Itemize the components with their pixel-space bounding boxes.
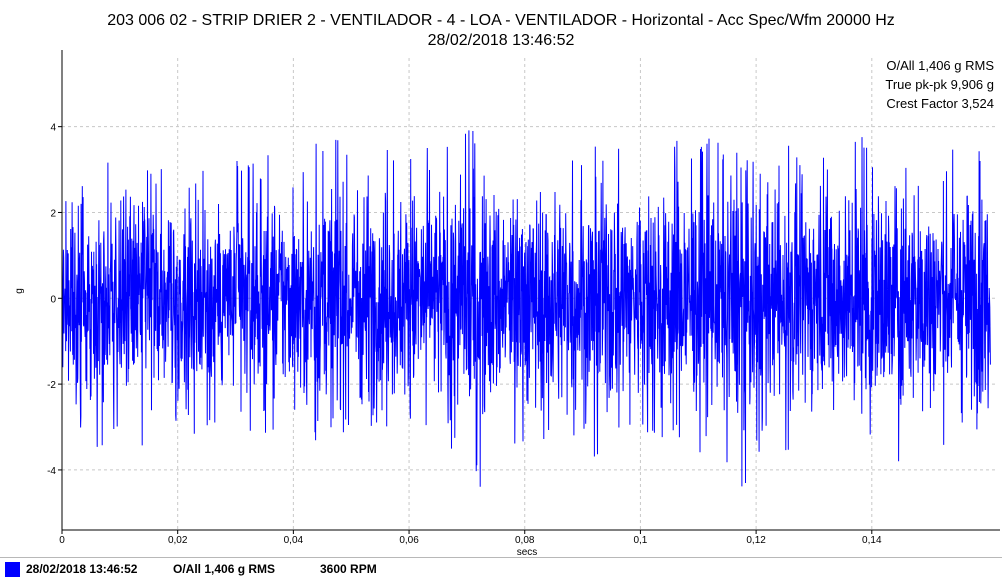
stats-box: O/All 1,406 g RMS True pk-pk 9,906 g Cre…: [885, 56, 994, 113]
legend-swatch[interactable]: [5, 562, 20, 577]
x-tick-label: 0,08: [515, 535, 535, 546]
x-tick-label: 0,14: [862, 535, 882, 546]
legend-rpm: 3600 RPM: [320, 562, 377, 576]
x-tick-label: 0,02: [168, 535, 188, 546]
x-tick-label: 0,06: [399, 535, 419, 546]
x-tick-label: 0,04: [284, 535, 304, 546]
y-tick-label: 2: [50, 208, 56, 219]
overall-rms-readout: O/All 1,406 g RMS: [886, 58, 994, 73]
legend-overall: O/All 1,406 g RMS: [173, 562, 276, 576]
legend-date: 28/02/2018 13:46:52: [26, 562, 138, 576]
waveform-line: [61, 130, 991, 487]
x-tick-label: 0: [59, 535, 65, 546]
chart-title: 203 006 02 - STRIP DRIER 2 - VENTILADOR …: [107, 12, 895, 29]
tick-labels: 0 0,02 0,04 0,06 0,08 0,1 0,12 0,14 -4 -2 0 2 4: [47, 123, 882, 546]
x-tick-label: 0,12: [746, 535, 766, 546]
waveform-series: [61, 130, 991, 487]
waveform-plot[interactable]: 0 0,02 0,04 0,06 0,08 0,1 0,12 0,14 -4 -2 0 2 4 secs…: [0, 0, 1002, 557]
y-tick-label: 4: [50, 123, 56, 134]
x-axis-label: secs: [517, 547, 538, 557]
crest-factor-readout: Crest Factor 3,524: [886, 96, 994, 111]
axes: [58, 50, 1000, 534]
y-tick-label: -4: [47, 466, 56, 477]
chart-subtitle-timestamp: 28/02/2018 13:46:52: [427, 32, 575, 49]
peak-to-peak-readout: True pk-pk 9,906 g: [885, 77, 994, 92]
x-tick-label: 0,1: [633, 535, 647, 546]
y-axis-label: g: [14, 288, 25, 294]
legend-footer: 28/02/2018 13:46:52 O/All 1,406 g RMS 36…: [0, 557, 1002, 581]
y-tick-label: 0: [50, 294, 56, 305]
y-tick-label: -2: [47, 380, 56, 391]
